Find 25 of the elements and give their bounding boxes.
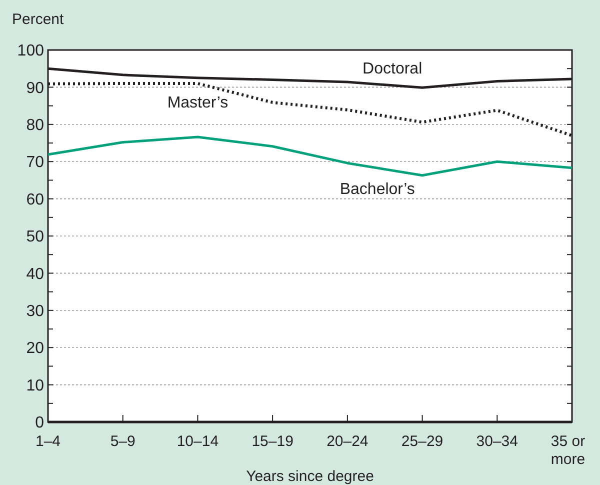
series-label: Master’s [167, 94, 228, 112]
y-tick-label: 100 [17, 42, 44, 60]
x-tick-label: 15–19 [252, 433, 294, 450]
line-series [46, 136, 574, 177]
y-tick-label: 60 [26, 191, 44, 208]
y-tick-label: 20 [26, 340, 44, 358]
x-tick-label: 20–24 [326, 433, 368, 450]
y-tick-label: 50 [26, 228, 44, 246]
x-tick-label: 25–29 [401, 433, 444, 450]
y-tick-label: 90 [26, 80, 44, 97]
x-tick-label: 30–34 [476, 433, 518, 450]
y-axis-title: Percent [12, 11, 65, 28]
series-label: Doctoral [362, 60, 422, 78]
x-tick-label: 10–14 [176, 433, 219, 450]
y-tick-label: 40 [26, 266, 44, 283]
y-tick-label: 30 [26, 303, 44, 320]
y-tick-label: 80 [26, 117, 44, 134]
series-label: Bachelor’s [340, 181, 415, 198]
y-tick-label: 0 [35, 414, 44, 432]
x-tick-label: 1–4 [35, 433, 61, 450]
x-tick-label: 35 or more [550, 433, 586, 468]
x-tick-label: 5–9 [110, 433, 136, 450]
y-tick-label: 10 [26, 377, 44, 394]
y-tick-label: 70 [26, 154, 44, 172]
x-axis-title: Years since degree [246, 468, 374, 485]
